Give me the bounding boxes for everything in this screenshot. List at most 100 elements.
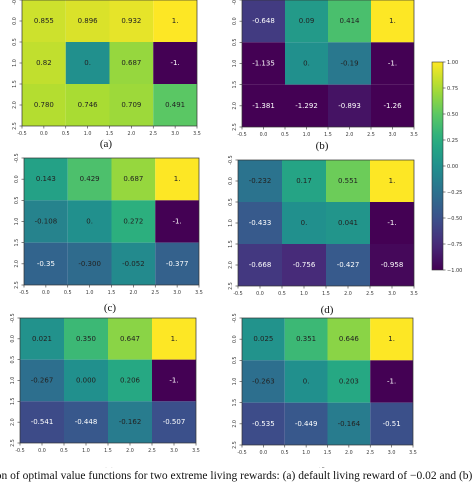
heatmap-cell <box>20 318 64 360</box>
heatmap-cell <box>67 242 112 285</box>
y-tick-label: 2.5 <box>228 282 234 290</box>
x-tick-label: 0.0 <box>260 132 268 138</box>
heatmap-cell <box>284 318 328 361</box>
cell-value-label: -0.507 <box>163 418 186 426</box>
heatmap-cell <box>22 84 66 126</box>
figure-canvas: 0.855 0.896 0.932 1. 0.82 0. 0.687 -1. 0.780 0.74… <box>10 0 462 468</box>
y-tick-label: 2.0 <box>10 418 16 426</box>
cell-value-label: 1. <box>174 175 181 183</box>
y-tick-label: -0.5 <box>232 313 238 322</box>
cell-value-label: 0.932 <box>121 17 141 25</box>
heatmap-cell <box>111 158 156 201</box>
heatmap-cell <box>327 318 371 361</box>
cell-value-label: -1.26 <box>383 102 402 110</box>
cell-value-label: -0.51 <box>383 420 401 428</box>
heatmap-cell <box>155 200 199 243</box>
heatmap-cell <box>285 0 328 43</box>
cell-value-label: 0.041 <box>338 219 358 227</box>
heatmap-cell <box>370 160 414 202</box>
cell-value-label: -0.267 <box>31 377 54 385</box>
heatmap-cell <box>64 359 108 402</box>
heatmap-cell <box>65 84 110 126</box>
heatmap-panel-1: 0.855 0.896 0.932 1. 0.82 0. 0.687 -1. 0.780 0.74… <box>12 0 201 150</box>
x-tick-label: 0.0 <box>40 131 48 137</box>
x-tick-label: 0.5 <box>64 290 72 296</box>
heatmap-cell <box>155 158 199 201</box>
y-tick-label: 2.5 <box>14 281 20 289</box>
heatmap-cell <box>327 402 371 445</box>
heatmap-cell <box>22 42 66 84</box>
heatmap-cell <box>108 318 152 360</box>
x-tick-label: 2.0 <box>344 291 352 297</box>
x-tick-label: -0.5 <box>15 448 24 454</box>
heatmap-cell <box>371 84 414 127</box>
x-tick-label: -0.5 <box>237 450 246 456</box>
x-tick-label: 1.0 <box>300 291 308 297</box>
heatmap-cell <box>371 0 414 43</box>
x-tick-label: 3.0 <box>170 448 178 454</box>
x-tick-label: 1.5 <box>108 290 116 296</box>
cell-value-label: 0.896 <box>78 17 99 25</box>
cell-value-label: -0.263 <box>252 378 275 386</box>
heatmap-cell <box>370 202 414 244</box>
heatmap-cell <box>153 0 197 42</box>
heatmap-panel-3: 0.143 0.429 0.687 1. -0.108 0. 0.272 -1. -0.35 -0… <box>14 153 203 314</box>
cell-value-label: -0.668 <box>249 261 272 269</box>
y-tick-label: 0.0 <box>232 335 238 343</box>
x-tick-label: 1.5 <box>322 291 330 297</box>
cell-value-label: -0.300 <box>78 260 101 268</box>
cell-value-label: -0.162 <box>119 418 142 426</box>
x-tick-label: 1.0 <box>82 448 90 454</box>
heatmap-panel-6: 0.025 0.351 0.646 1. -0.263 0. 0.203 -1. -0.535 -… <box>232 313 417 468</box>
heatmap-cell <box>242 84 285 127</box>
cell-value-label: 0. <box>303 60 310 68</box>
x-tick-label: 0.5 <box>62 131 70 137</box>
cell-value-label: -0.449 <box>295 420 318 428</box>
cell-value-label: -0.535 <box>252 420 275 428</box>
cell-value-label: 0.350 <box>76 335 96 343</box>
cell-value-label: -0.541 <box>31 418 54 426</box>
x-tick-label: 3.5 <box>410 291 418 297</box>
cell-value-label: -0.893 <box>338 102 361 110</box>
cell-value-label: 0.206 <box>120 377 141 385</box>
cell-value-label: 0.491 <box>165 101 185 109</box>
figure-caption: ization of optimal value functions for t… <box>0 468 474 488</box>
y-tick-label: 0.5 <box>12 38 18 46</box>
cell-value-label: 0. <box>84 59 91 67</box>
x-tick-label: -0.5 <box>233 291 242 297</box>
cell-value-label: 1. <box>171 335 178 343</box>
x-tick-label: 1.5 <box>106 131 114 137</box>
x-tick-label: 3.0 <box>388 450 396 456</box>
x-tick-label: -0.5 <box>19 290 28 296</box>
heatmap-cell <box>370 360 413 403</box>
heatmap-cell <box>328 42 371 85</box>
x-tick-label: 1.5 <box>104 448 112 454</box>
cell-value-label: -0.19 <box>340 60 358 68</box>
colorbar-tick-label: 0.00 <box>447 164 458 170</box>
y-tick-label: 1.0 <box>12 59 18 67</box>
y-tick-label: 1.5 <box>12 80 18 88</box>
cell-value-label: 1. <box>172 17 179 25</box>
x-tick-label: 0.5 <box>278 291 286 297</box>
cell-value-label: -0.108 <box>35 218 58 226</box>
x-tick-label: 0.0 <box>256 291 264 297</box>
x-tick-label: 2.5 <box>367 132 375 138</box>
caption-text: ization of optimal value functions for t… <box>0 470 474 482</box>
cell-value-label: 0.855 <box>34 17 54 25</box>
cell-value-label: 0.272 <box>123 218 143 226</box>
y-tick-label: 1.0 <box>10 377 16 385</box>
cell-value-label: 0.746 <box>78 101 99 109</box>
colorbar-tick-label: 0.75 <box>447 86 458 92</box>
heatmap-cell <box>238 244 282 286</box>
cell-value-label: 0.203 <box>339 378 359 386</box>
y-tick-label: 1.5 <box>14 239 20 247</box>
heatmap-cell <box>22 0 66 42</box>
cell-value-label: 0.429 <box>80 175 100 183</box>
x-tick-label: 3.0 <box>389 132 397 138</box>
y-tick-label: 0.5 <box>232 357 238 365</box>
x-tick-label: 1.0 <box>84 131 92 137</box>
heatmap-panel-5: 0.021 0.350 0.647 1. -0.267 0.000 0.206 -1. -0.5… <box>10 313 200 468</box>
cell-value-label: -1. <box>387 378 396 386</box>
cell-value-label: 0.021 <box>32 335 52 343</box>
cell-value-label: 0.647 <box>120 335 140 343</box>
